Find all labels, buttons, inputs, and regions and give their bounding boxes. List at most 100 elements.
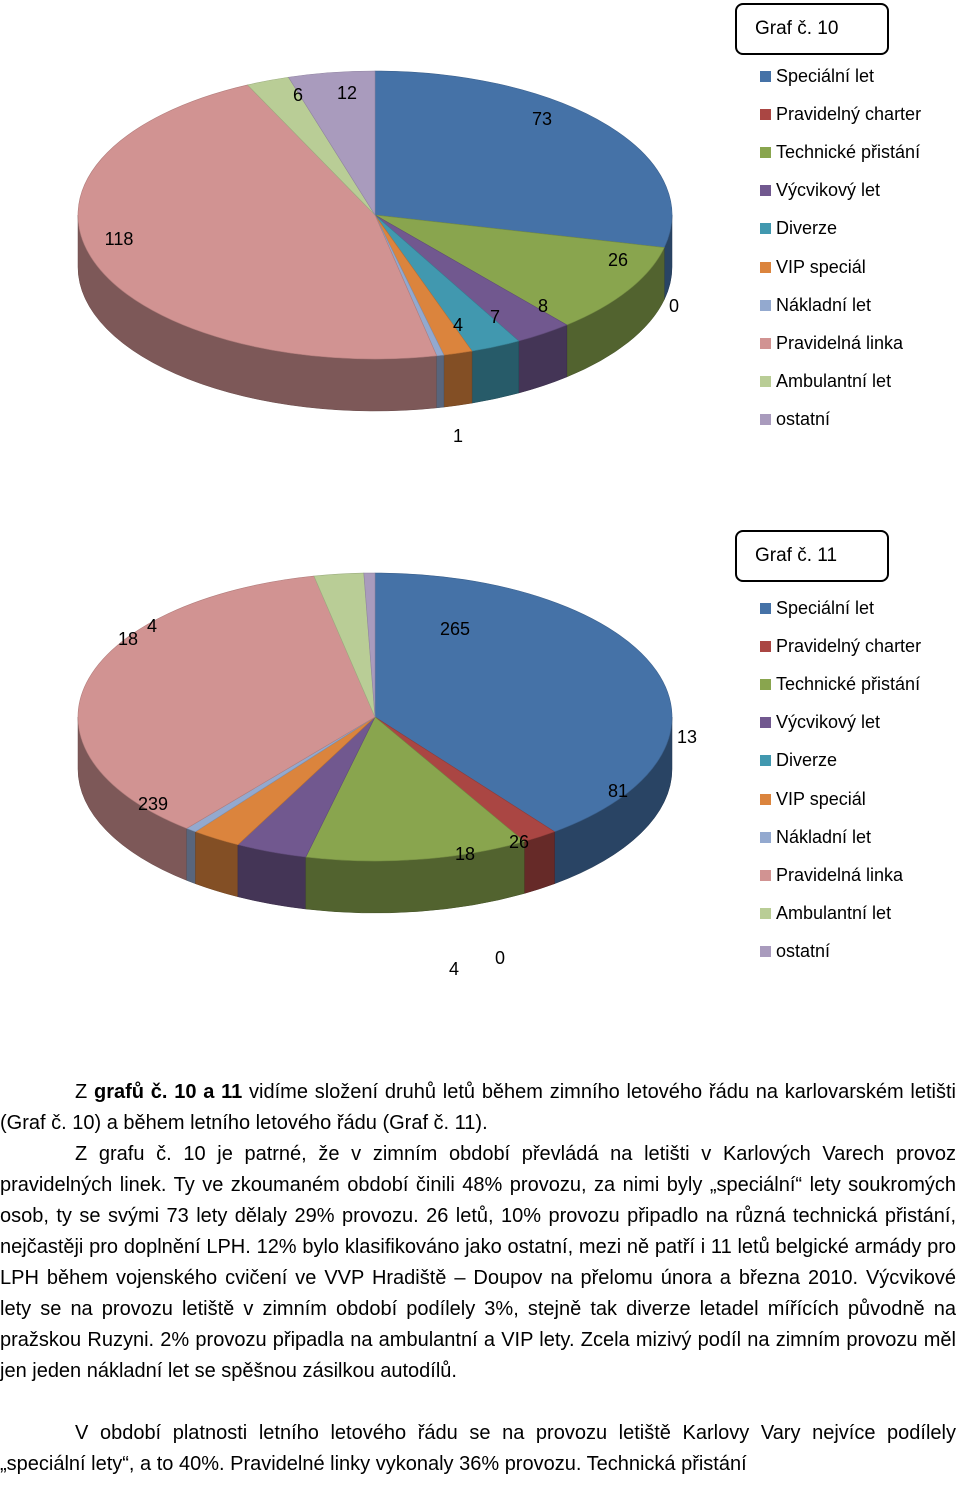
bold-reference: grafů č. 10 a 11 [94,1081,243,1103]
data-label-vycvikovy-let: 26 [509,832,529,852]
legend-swatch [760,376,771,388]
data-label-specialni-let: 265 [440,619,470,639]
legend-label: ostatní [776,941,831,962]
legend-label: Pravidelný charter [776,635,922,656]
legend-swatch [760,414,771,426]
legend-label: Technické přistání [776,141,921,162]
legend-label: Nákladní let [776,826,872,847]
legend-item-pravidelna-linka: Pravidelná linka [760,856,921,894]
legend-item-ostatni: ostatní [760,401,921,439]
paragraph: Z grafu č. 10 je patrné, že v zimním obd… [0,1143,956,1382]
legend-item-pravidelny-charter: Pravidelný charter [760,627,921,665]
legend-label: Nákladní let [776,294,872,315]
data-label-nakladni-let: 4 [449,959,459,979]
legend-swatch [760,223,771,235]
data-label-ambulantni-let: 18 [118,629,138,649]
legend-swatch [760,640,771,652]
legend-label: Pravidelný charter [776,103,922,124]
chart-caption-graf-10: Graf č. 10 [735,3,889,55]
data-label-pravidelna-linka: 118 [105,229,134,249]
data-label-vip-special: 4 [453,315,463,335]
pie-slice-pravidelna-linka [77,84,438,360]
legend-label: Výcvikový let [776,180,881,201]
pie-side-diverze [471,340,519,404]
legend-swatch [760,185,771,197]
chart-legend-graf-11: Speciální let Pravidelný charter Technické… [760,589,921,971]
legend-label: VIP speciál [776,256,866,277]
legend-swatch [760,908,771,920]
legend-item-vycvikovy-let: Výcvikový let [760,172,921,210]
legend-swatch [760,146,771,158]
pie-slice-specialni-let [374,70,673,248]
pie-side-nakladni-let [186,827,196,885]
legend-swatch [760,108,771,120]
pie-slice-pravidelna-linka [77,575,376,829]
paragraph: V období platnosti letního letového řádu… [0,1422,956,1475]
body-text: Z grafů č. 10 a 11 vidíme složení druhů … [0,1077,956,1480]
data-label-technicke-pristani: 81 [608,781,628,801]
legend-label: Speciální let [776,597,875,618]
data-label-ambulantni-let: 6 [293,85,303,105]
legend-swatch [760,299,771,311]
legend-label: Speciální let [776,65,875,86]
data-label-pravidelny-charter: 13 [677,727,697,747]
pie-slice-technicke-pristani [305,716,525,862]
legend-label: Ambulantní let [776,371,892,392]
pie-chart-graf-11: 265 13 81 26 0 18 4 239 18 4 [77,572,697,979]
legend-label: Výcvikový let [776,712,881,733]
chart-legend-graf-10: Speciální let Pravidelný charter Technické… [760,57,921,439]
legend-swatch [760,755,771,767]
legend-label: Pravidelná linka [776,332,904,353]
legend-swatch [760,946,771,958]
legend-label: Diverze [776,218,838,239]
data-label-ostatni: 4 [147,616,157,636]
legend-swatch [760,793,771,805]
legend-item-vip-special: VIP speciál [760,248,921,286]
legend-item-pravidelny-charter: Pravidelný charter [760,95,921,133]
chart-caption-graf-11: Graf č. 11 [735,530,889,582]
legend-item-ambulantni-let: Ambulantní let [760,895,921,933]
legend-swatch [760,717,771,729]
legend-label: Pravidelná linka [776,864,904,885]
data-label-diverze: 0 [495,948,505,968]
pie-side-nakladni-let [436,354,445,409]
legend-swatch [760,869,771,881]
legend-item-technicke-pristani: Technické přistání [760,133,921,171]
legend-swatch [760,602,771,614]
legend-item-specialni-let: Speciální let [760,57,921,95]
legend-item-ambulantni-let: Ambulantní let [760,363,921,401]
pie-slice-technicke-pristani [374,214,665,326]
data-label-nakladni-let: 1 [453,426,463,446]
legend-item-technicke-pristani: Technické přistání [760,665,921,703]
data-label-vycvikovy-let: 8 [538,296,548,316]
legend-label: Diverze [776,750,838,771]
legend-item-diverze: Diverze [760,210,921,248]
data-label-pravidelna-linka: 239 [138,794,168,814]
legend-item-ostatni: ostatní [760,933,921,971]
data-label-diverze: 7 [490,307,500,327]
pie-slice-ostatni [363,572,376,718]
legend-swatch [760,831,771,843]
pie-side-vip-special [443,350,473,408]
paragraph: Z grafů č. 10 a 11 vidíme složení druhů … [0,1081,956,1134]
data-label-specialni-let: 73 [532,109,552,129]
legend-swatch [760,70,771,82]
chart-title: Graf č. 10 [755,18,839,39]
legend-label: Technické přistání [776,673,921,694]
legend-swatch [760,678,771,690]
legend-swatch [760,337,771,349]
data-label-pravidelny-charter: 0 [669,296,679,316]
legend-swatch [760,261,771,273]
legend-item-pravidelna-linka: Pravidelná linka [760,324,921,362]
chart-title: Graf č. 11 [755,545,838,566]
data-label-ostatni: 12 [337,83,357,103]
data-label-vip-special: 18 [455,844,475,864]
pie-slice-specialni-let [374,572,673,833]
legend-item-specialni-let: Speciální let [760,589,921,627]
legend-item-vycvikovy-let: Výcvikový let [760,704,921,742]
legend-item-diverze: Diverze [760,742,921,780]
legend-label: ostatní [776,409,831,430]
legend-label: Ambulantní let [776,903,892,924]
legend-item-nakladni-let: Nákladní let [760,286,921,324]
pie-chart-graf-10: 73 0 26 8 7 4 1 118 6 12 [77,70,679,446]
